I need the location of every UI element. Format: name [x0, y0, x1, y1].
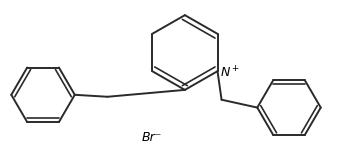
Text: $N^+$: $N^+$ [220, 66, 241, 81]
Text: Br⁻: Br⁻ [142, 131, 162, 144]
